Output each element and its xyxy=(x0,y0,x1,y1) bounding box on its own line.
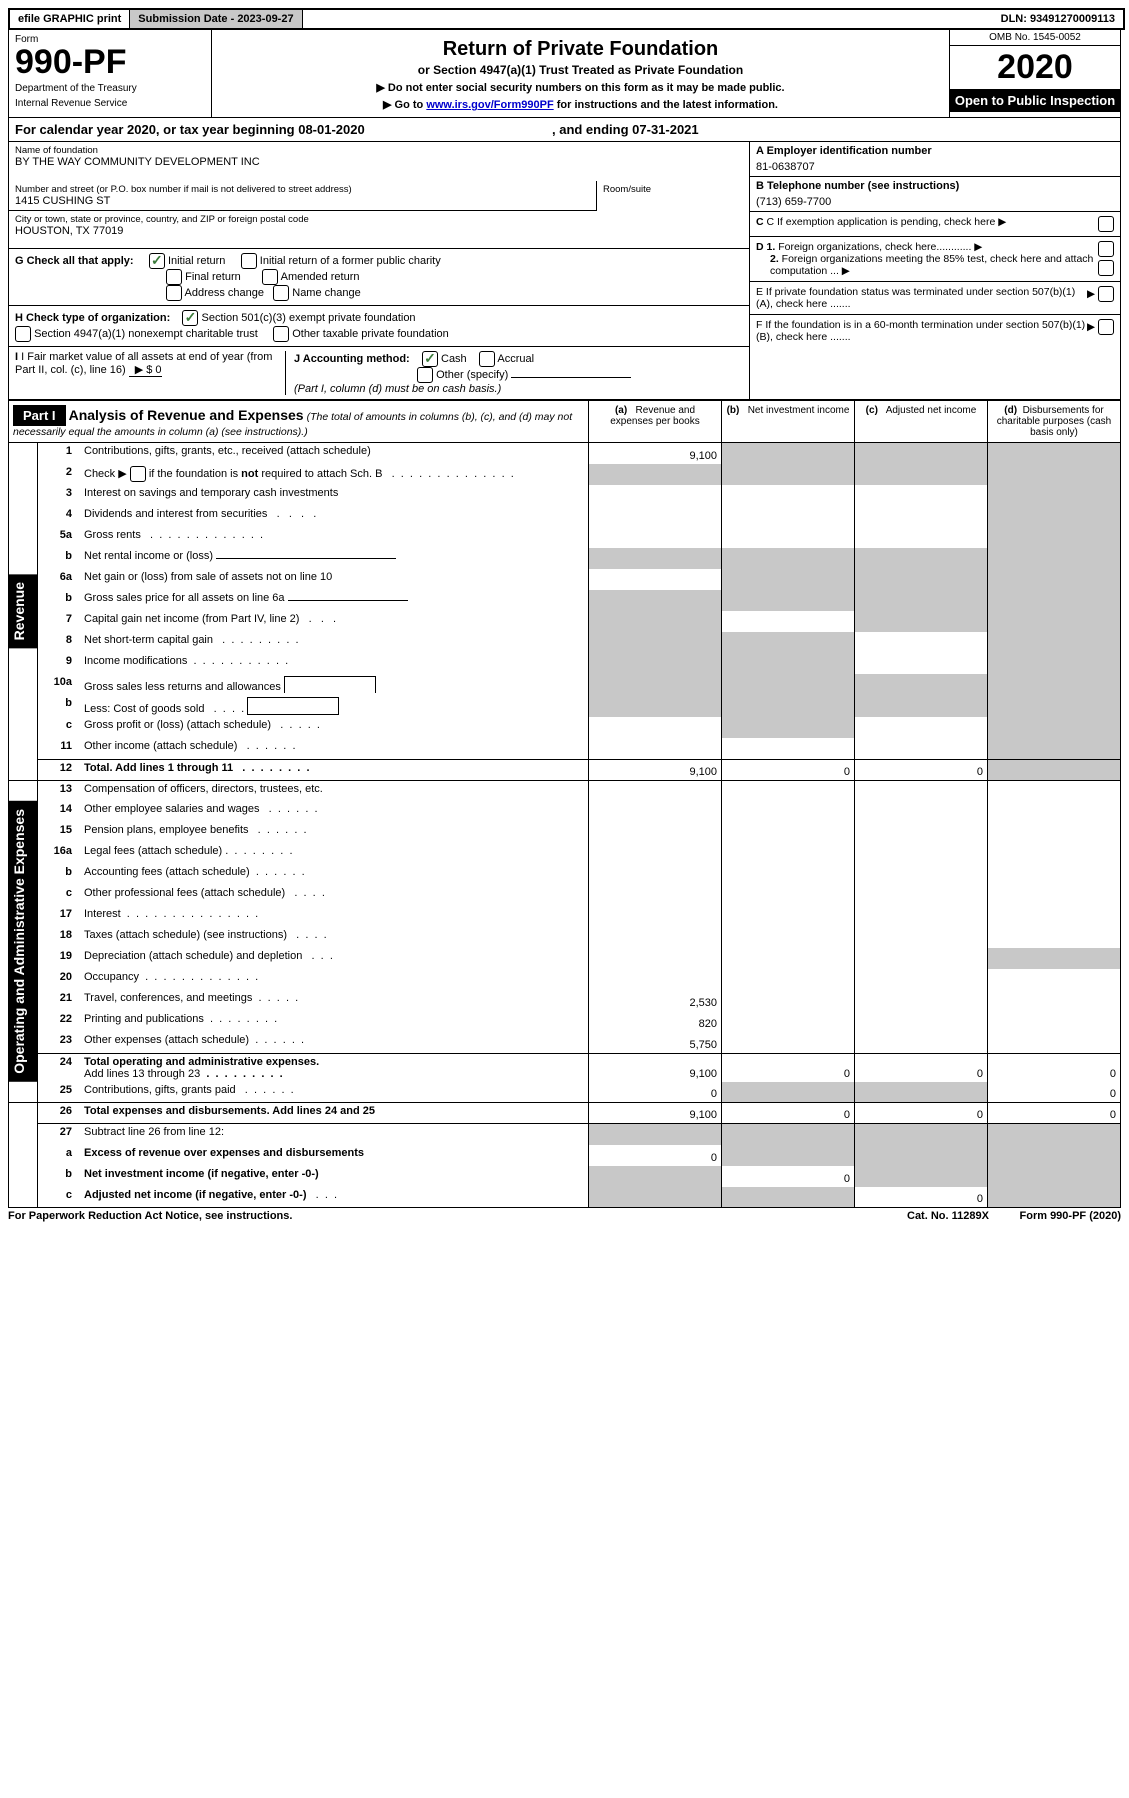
dln: DLN: 93491270009113 xyxy=(993,10,1123,28)
form-subtitle: or Section 4947(a)(1) Trust Treated as P… xyxy=(218,63,943,77)
section-i: I I Fair market value of all assets at e… xyxy=(15,351,285,395)
name-label: Name of foundation xyxy=(15,145,743,156)
check-c[interactable] xyxy=(1098,216,1114,232)
note-ssn: ▶ Do not enter social security numbers o… xyxy=(218,81,943,94)
part1-table: Revenue 1Contributions, gifts, grants, e… xyxy=(8,443,1121,1208)
efile-label: efile GRAPHIC print xyxy=(10,10,130,28)
address: 1415 CUSHING ST xyxy=(15,195,590,207)
part1-label: Part I xyxy=(13,405,66,426)
check-initial[interactable] xyxy=(149,253,165,269)
top-bar: efile GRAPHIC print Submission Date - 20… xyxy=(8,8,1125,30)
check-e[interactable] xyxy=(1098,286,1114,302)
form-header: Form 990-PF Department of the Treasury I… xyxy=(8,30,1121,118)
form-number: 990-PF xyxy=(15,45,205,79)
room-label: Room/suite xyxy=(603,184,743,195)
check-other-tax[interactable] xyxy=(273,326,289,342)
irs-link[interactable]: www.irs.gov/Form990PF xyxy=(426,99,553,111)
col-d-header: (d) Disbursements for charitable purpose… xyxy=(987,401,1120,442)
paperwork-notice: For Paperwork Reduction Act Notice, see … xyxy=(8,1210,292,1222)
check-name-change[interactable] xyxy=(273,285,289,301)
page-footer: For Paperwork Reduction Act Notice, see … xyxy=(8,1210,1121,1222)
identity-block: Name of foundation BY THE WAY COMMUNITY … xyxy=(8,142,1121,400)
phone-label: B Telephone number (see instructions) xyxy=(756,180,1114,192)
city-label: City or town, state or province, country… xyxy=(15,214,743,225)
check-f[interactable] xyxy=(1098,319,1114,335)
part1-header: Part I Analysis of Revenue and Expenses … xyxy=(8,400,1121,443)
ein-label: A Employer identification number xyxy=(756,145,1114,157)
check-4947[interactable] xyxy=(15,326,31,342)
calendar-year-row: For calendar year 2020, or tax year begi… xyxy=(8,118,1121,142)
foundation-name: BY THE WAY COMMUNITY DEVELOPMENT INC xyxy=(15,156,743,168)
check-initial-former[interactable] xyxy=(241,253,257,269)
check-accrual[interactable] xyxy=(479,351,495,367)
expenses-sidebar: Operating and Administrative Expenses xyxy=(9,801,37,1082)
check-d2[interactable] xyxy=(1098,260,1114,276)
check-amended[interactable] xyxy=(262,269,278,285)
ein: 81-0638707 xyxy=(756,157,1114,173)
col-b-header: (b) Net investment income xyxy=(721,401,854,442)
section-j: J Accounting method: Cash Accrual Other … xyxy=(285,351,743,395)
form-footer: Form 990-PF (2020) xyxy=(1020,1210,1122,1222)
check-addr-change[interactable] xyxy=(166,285,182,301)
omb-number: OMB No. 1545-0052 xyxy=(950,30,1120,46)
revenue-sidebar: Revenue xyxy=(9,574,37,648)
check-other-method[interactable] xyxy=(417,367,433,383)
phone: (713) 659-7700 xyxy=(756,192,1114,208)
fmv-value: ▶ $ 0 xyxy=(129,364,162,377)
check-cash[interactable] xyxy=(422,351,438,367)
section-h: H Check type of organization: Section 50… xyxy=(9,306,749,347)
check-501c3[interactable] xyxy=(182,310,198,326)
open-inspection: Open to Public Inspection xyxy=(950,89,1120,112)
submission-date: Submission Date - 2023-09-27 xyxy=(130,10,302,28)
note-link: ▶ Go to www.irs.gov/Form990PF for instru… xyxy=(218,98,943,111)
city: HOUSTON, TX 77019 xyxy=(15,225,743,237)
check-schb[interactable] xyxy=(130,466,146,482)
cat-no: Cat. No. 11289X xyxy=(907,1210,989,1222)
addr-label: Number and street (or P.O. box number if… xyxy=(15,184,590,195)
irs-label: Internal Revenue Service xyxy=(15,98,205,109)
col-a-header: (a) Revenue and expenses per books xyxy=(588,401,721,442)
form-title: Return of Private Foundation xyxy=(218,38,943,61)
section-g: G Check all that apply: Initial return I… xyxy=(9,249,749,306)
check-d1[interactable] xyxy=(1098,241,1114,257)
check-final[interactable] xyxy=(166,269,182,285)
tax-year: 2020 xyxy=(950,46,1120,89)
col-c-header: (c) Adjusted net income xyxy=(854,401,987,442)
dept-treasury: Department of the Treasury xyxy=(15,83,205,94)
